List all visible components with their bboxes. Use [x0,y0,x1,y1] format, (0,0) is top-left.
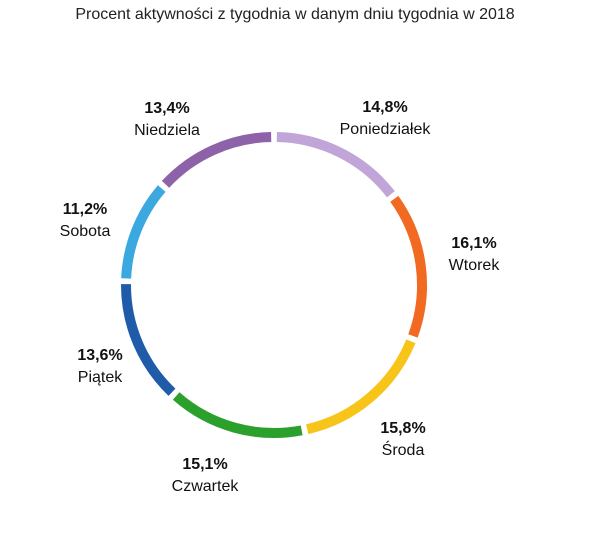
slice-category-label: Wtorek [449,257,501,274]
slice-category-label: Czwartek [172,478,240,495]
slice-value-label: 11,2% [63,201,107,218]
slice-value-label: 13,4% [144,100,189,117]
chart-title: Procent aktywności z tygodnia w danym dn… [75,6,515,23]
slice-value-label: 15,1% [182,456,227,473]
donut-labels: 14,8% Poniedziałek 16,1% Wtorek 15,8% Środa 15… [60,99,501,495]
slice-value-label: 16,1% [451,235,496,252]
donut-slices [121,132,427,438]
slice-category-label: Niedziela [134,122,200,139]
donut-slice-7 [161,132,272,188]
slice-value-label: 15,8% [380,420,425,437]
slice-category-label: Poniedziałek [340,121,432,138]
slice-value-label: 14,8% [362,99,407,116]
donut-slice-4 [172,392,303,438]
donut-slice-3 [306,339,416,435]
slice-category-label: Środa [382,440,425,459]
donut-slice-2 [390,195,427,338]
donut-slice-5 [121,284,176,396]
slice-category-label: Piątek [78,369,123,386]
slice-category-label: Sobota [60,223,111,240]
donut-slice-6 [121,185,166,279]
slice-value-label: 13,6% [77,347,122,364]
donut-slice-1 [276,132,395,198]
